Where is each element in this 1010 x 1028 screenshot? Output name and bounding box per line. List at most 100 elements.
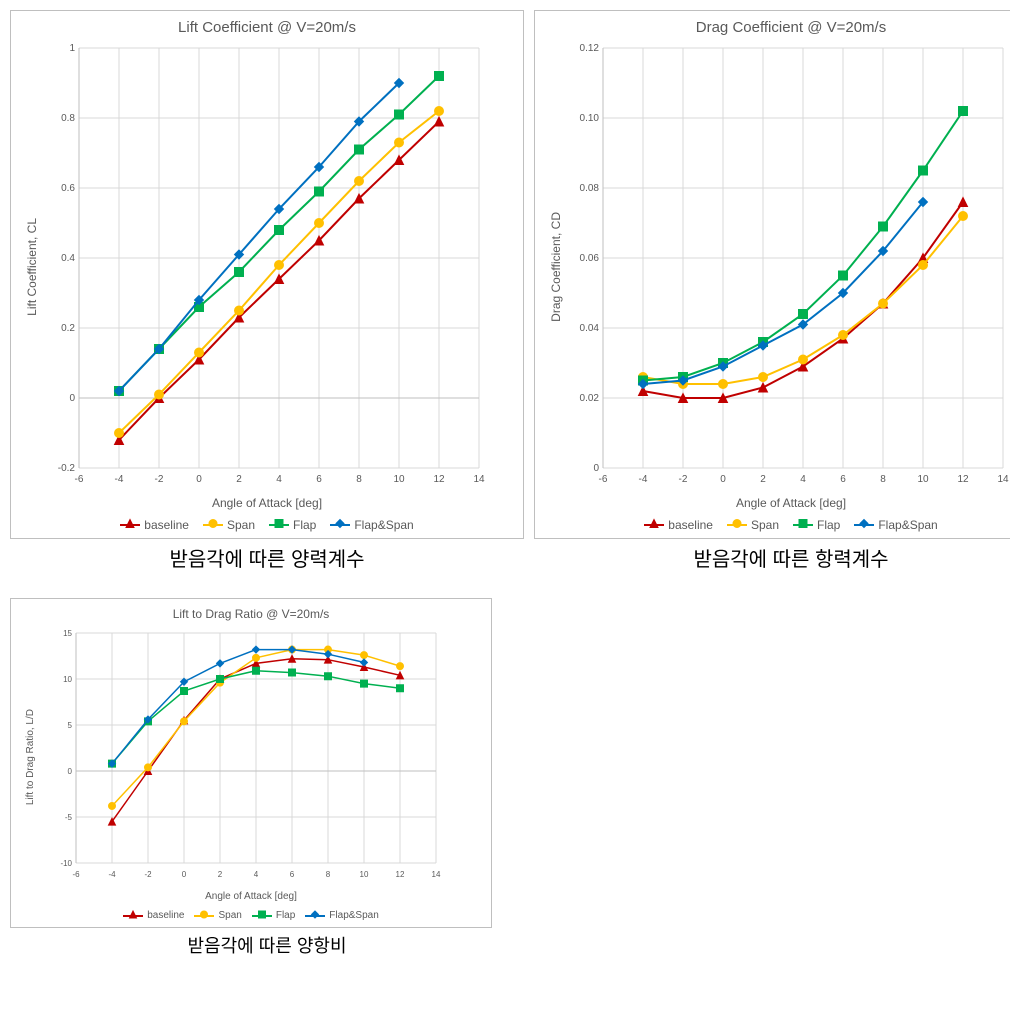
svg-text:0: 0 — [593, 463, 599, 474]
svg-text:-10: -10 — [60, 859, 72, 868]
svg-text:1: 1 — [69, 43, 75, 54]
legend-item-flapspan: Flap&Span — [305, 910, 378, 921]
svg-text:15: 15 — [63, 629, 72, 638]
chart3-xlabel: Angle of Attack [deg] — [21, 891, 481, 902]
svg-text:0.8: 0.8 — [61, 113, 75, 124]
svg-text:0: 0 — [68, 767, 73, 776]
chart2-svg: 00.020.040.060.080.100.12-6-4-2024681012… — [567, 42, 1009, 492]
chart2-legend: baseline Span Flap Flap&Span — [545, 518, 1010, 532]
svg-text:0.04: 0.04 — [580, 323, 600, 334]
circle-icon — [198, 908, 210, 923]
legend-item-flapspan: Flap&Span — [330, 518, 413, 532]
svg-text:12: 12 — [957, 474, 969, 485]
triangle-icon — [124, 518, 136, 533]
chart1-legend: baseline Span Flap Flap&Span — [21, 518, 513, 532]
legend-item-flap: Flap — [269, 518, 316, 532]
svg-text:8: 8 — [356, 474, 362, 485]
svg-text:0.12: 0.12 — [580, 43, 600, 54]
chart1-title: Lift Coefficient @ V=20m/s — [21, 19, 513, 36]
legend-label: Flap&Span — [354, 518, 413, 532]
svg-text:8: 8 — [326, 870, 331, 879]
chart3-legend: baseline Span Flap Flap&Span — [21, 910, 481, 921]
chart1-xlabel: Angle of Attack [deg] — [21, 496, 513, 510]
legend-item-baseline: baseline — [120, 518, 189, 532]
svg-text:0: 0 — [196, 474, 202, 485]
chart2-xlabel: Angle of Attack [deg] — [545, 496, 1010, 510]
legend-label: Span — [227, 518, 255, 532]
svg-text:2: 2 — [218, 870, 223, 879]
chart1-panel: Lift Coefficient @ V=20m/s Lift Coeffici… — [10, 10, 524, 539]
svg-text:0.4: 0.4 — [61, 253, 75, 264]
square-icon — [273, 518, 285, 533]
legend-item-flapspan: Flap&Span — [854, 518, 937, 532]
legend-line — [203, 524, 223, 526]
svg-text:-4: -4 — [108, 870, 116, 879]
svg-text:6: 6 — [840, 474, 846, 485]
svg-text:0: 0 — [69, 393, 75, 404]
svg-text:0: 0 — [720, 474, 726, 485]
legend-label: Flap — [293, 518, 316, 532]
svg-text:-6: -6 — [75, 474, 84, 485]
svg-text:2: 2 — [760, 474, 766, 485]
svg-text:-4: -4 — [639, 474, 648, 485]
svg-text:-5: -5 — [65, 813, 73, 822]
svg-text:0.08: 0.08 — [580, 183, 600, 194]
legend-label: baseline — [668, 518, 713, 532]
svg-text:0: 0 — [182, 870, 187, 879]
svg-text:0.6: 0.6 — [61, 183, 75, 194]
svg-text:14: 14 — [432, 870, 441, 879]
legend-label: baseline — [144, 518, 189, 532]
svg-text:10: 10 — [63, 675, 72, 684]
chart3-svg: -10 -5 0 5 10 15 -6 -4 -2 0 2 4 6 8 10 12 14 — [40, 627, 442, 887]
square-icon — [256, 908, 268, 923]
circle-icon — [731, 518, 743, 533]
legend-line — [854, 524, 874, 526]
svg-text:10: 10 — [393, 474, 405, 485]
diamond-icon — [309, 908, 321, 923]
svg-text:-2: -2 — [144, 870, 152, 879]
legend-label: Flap&Span — [329, 910, 378, 921]
svg-text:4: 4 — [800, 474, 806, 485]
chart2-panel: Drag Coefficient @ V=20m/s Drag Coeffici… — [534, 10, 1010, 539]
legend-label: Flap — [276, 910, 295, 921]
legend-label: Flap — [817, 518, 840, 532]
legend-line — [194, 915, 214, 917]
legend-line — [269, 524, 289, 526]
chart1-col: Lift Coefficient @ V=20m/s Lift Coeffici… — [10, 10, 524, 588]
chart2-col: Drag Coefficient @ V=20m/s Drag Coeffici… — [534, 10, 1010, 588]
circle-icon — [207, 518, 219, 533]
legend-line — [123, 915, 143, 917]
chart3-caption: 받음각에 따른 양항비 — [10, 932, 524, 958]
svg-text:14: 14 — [997, 474, 1009, 485]
svg-text:5: 5 — [68, 721, 73, 730]
svg-text:-0.2: -0.2 — [58, 463, 76, 474]
svg-text:6: 6 — [290, 870, 295, 879]
legend-line — [793, 524, 813, 526]
svg-text:4: 4 — [254, 870, 259, 879]
legend-label: Flap&Span — [878, 518, 937, 532]
svg-text:0.02: 0.02 — [580, 393, 600, 404]
legend-item-flap: Flap — [252, 910, 295, 921]
svg-text:12: 12 — [396, 870, 405, 879]
legend-line — [644, 524, 664, 526]
triangle-icon — [127, 908, 139, 923]
chart2-ylabel: Drag Coefficient, CD — [545, 212, 567, 322]
svg-text:10: 10 — [917, 474, 929, 485]
svg-text:14: 14 — [473, 474, 485, 485]
legend-item-baseline: baseline — [123, 910, 184, 921]
svg-text:-2: -2 — [679, 474, 688, 485]
svg-text:0.2: 0.2 — [61, 323, 75, 334]
legend-item-span: Span — [194, 910, 241, 921]
chart3-col: Lift to Drag Ratio @ V=20m/s Lift to Dra… — [10, 598, 524, 974]
legend-item-span: Span — [203, 518, 255, 532]
svg-text:0.06: 0.06 — [580, 253, 600, 264]
chart1-svg: -0.200.20.40.60.81-6-4-202468101214 — [43, 42, 485, 492]
chart1-ylabel: Lift Coefficient, CL — [21, 218, 43, 316]
svg-text:10: 10 — [360, 870, 369, 879]
chart3-wrap: Lift to Drag Ratio, L/D -10-5051015-6-4-… — [21, 627, 481, 887]
legend-line — [120, 524, 140, 526]
svg-text:-6: -6 — [599, 474, 608, 485]
legend-label: Span — [751, 518, 779, 532]
square-icon — [797, 518, 809, 533]
svg-text:-6: -6 — [72, 870, 80, 879]
